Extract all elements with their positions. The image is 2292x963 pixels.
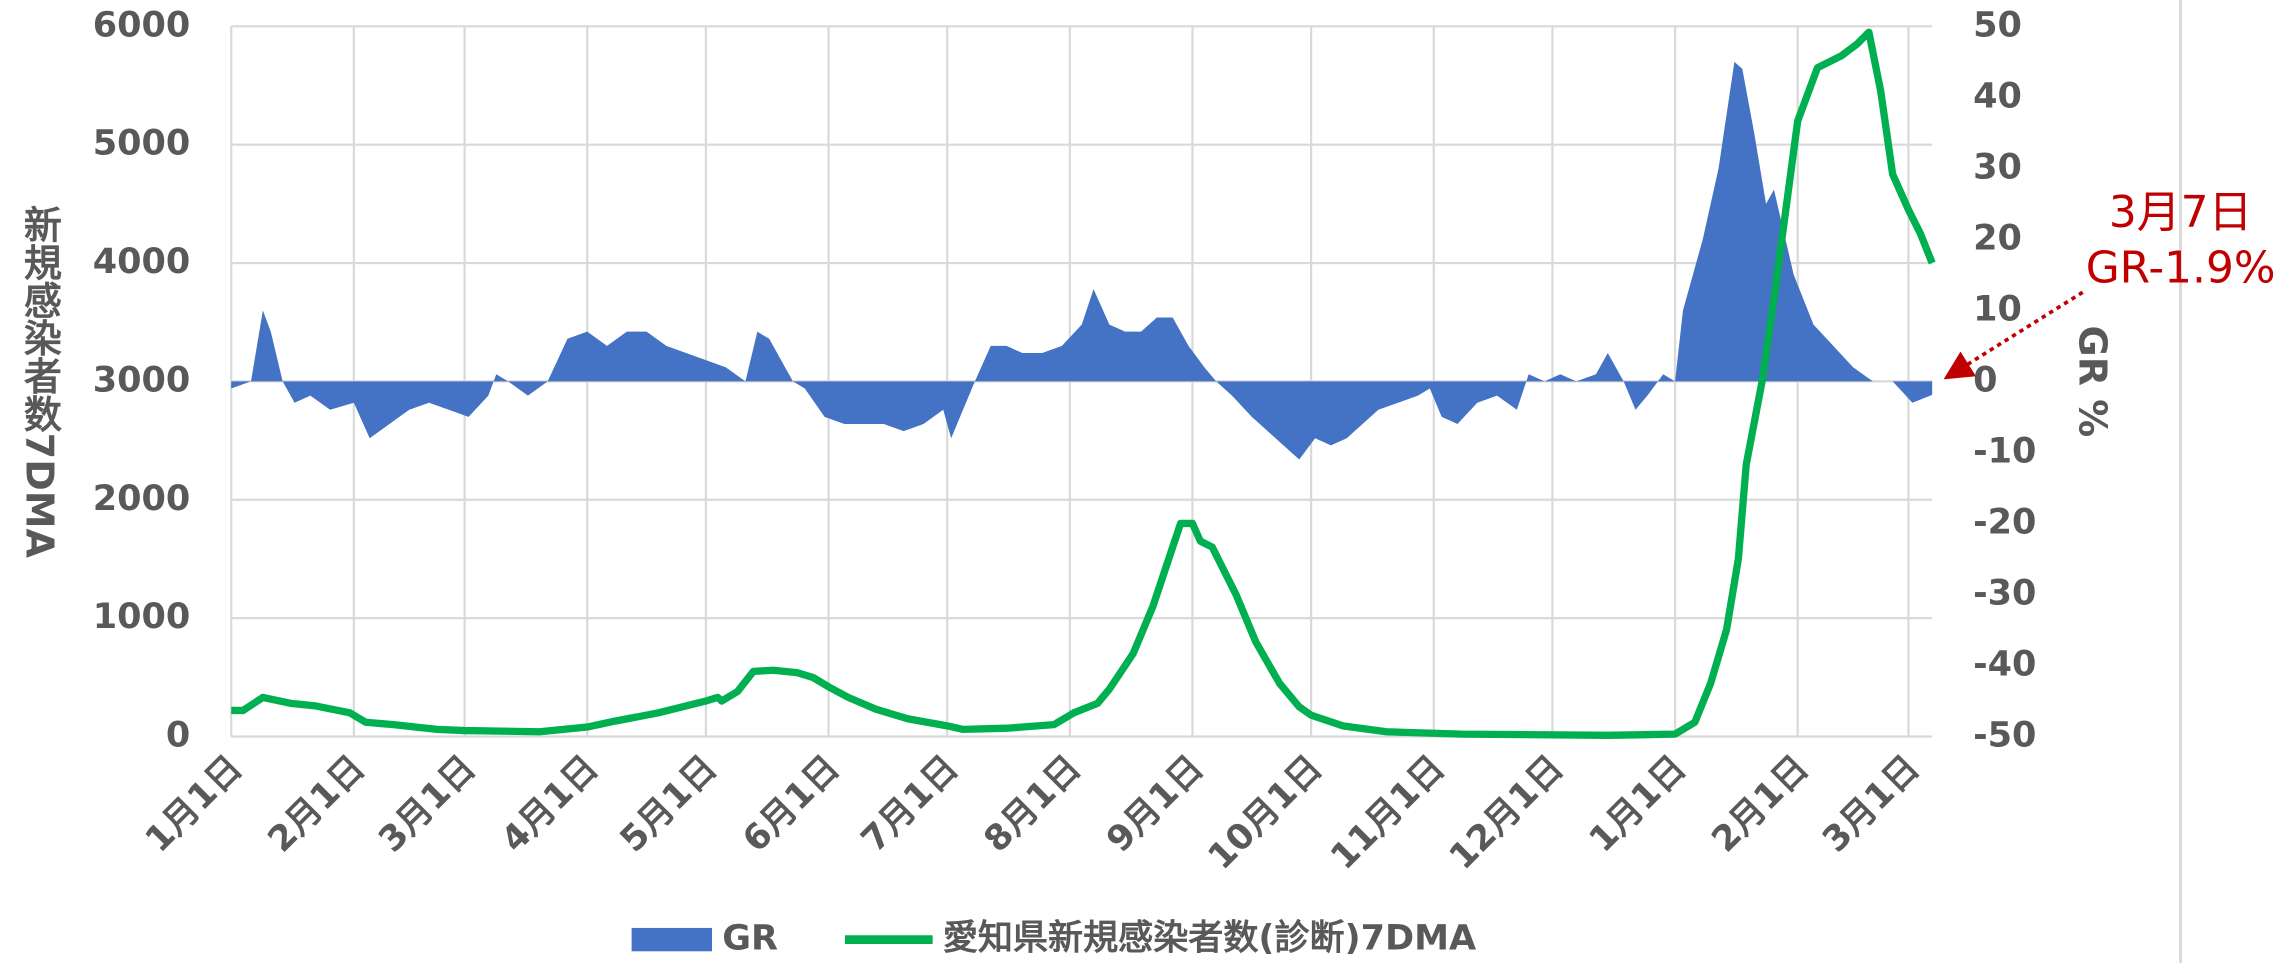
x-tick-label: 2月1日 — [260, 747, 373, 860]
y2-tick-label: -50 — [1973, 714, 2036, 755]
x-tick-label: 4月1日 — [493, 747, 606, 860]
y-tick-label: 6000 — [93, 4, 191, 45]
x-tick-label: 8月1日 — [976, 747, 1089, 860]
y2-axis-label: GR % — [2071, 326, 2115, 438]
annotation: 3月7日 — [2109, 187, 2252, 238]
y2-tick-label: 30 — [1973, 146, 2022, 187]
legend-swatch — [631, 927, 712, 952]
y2-tick-label: -20 — [1973, 501, 2036, 542]
x-tick-label: 3月1日 — [371, 747, 484, 860]
area — [231, 61, 1933, 460]
y2-tick-label: -10 — [1973, 430, 2036, 471]
line — [231, 28, 1936, 739]
y2-tick-label: 0 — [1973, 359, 1997, 400]
y-tick-label: 1000 — [93, 596, 191, 637]
x-tick-label: 7月1日 — [853, 747, 966, 860]
y2-tick-label: -40 — [1973, 643, 2036, 684]
y2-tick-label: 20 — [1973, 217, 2022, 258]
annotation: GR-1.9% — [2086, 242, 2276, 293]
y2-tick-label: -30 — [1973, 572, 2036, 613]
x-tick-label: 3月1日 — [1815, 747, 1928, 860]
x-tick-label: 1月1日 — [1581, 747, 1694, 860]
y-tick-label: 3000 — [93, 359, 191, 400]
y2-tick-label: 10 — [1973, 288, 2022, 329]
y-tick-label: 2000 — [93, 478, 191, 519]
legend-label: 愛知県新規感染者数(診断)7DMA — [943, 918, 1476, 959]
x-tick-label: 2月1日 — [1704, 747, 1817, 860]
x-tick-label: 11月1日 — [1323, 747, 1453, 877]
x-tick-label: 1月1日 — [137, 747, 250, 860]
x-tick-label: 6月1日 — [735, 747, 848, 860]
y-axis-label: 新規感染者数7DMA — [17, 205, 61, 559]
legend-label: GR — [722, 918, 778, 959]
y2-tick-label: 50 — [1973, 4, 2022, 45]
y-tick-label: 0 — [166, 714, 190, 755]
x-tick-label: 10月1日 — [1200, 747, 1330, 877]
x-tick-label: 9月1日 — [1099, 747, 1212, 860]
x-tick-label: 5月1日 — [612, 747, 725, 860]
x-tick-label: 12月1日 — [1441, 747, 1571, 877]
y-tick-label: 4000 — [93, 241, 191, 282]
y2-tick-label: 40 — [1973, 75, 2022, 116]
y-tick-label: 5000 — [93, 123, 191, 164]
